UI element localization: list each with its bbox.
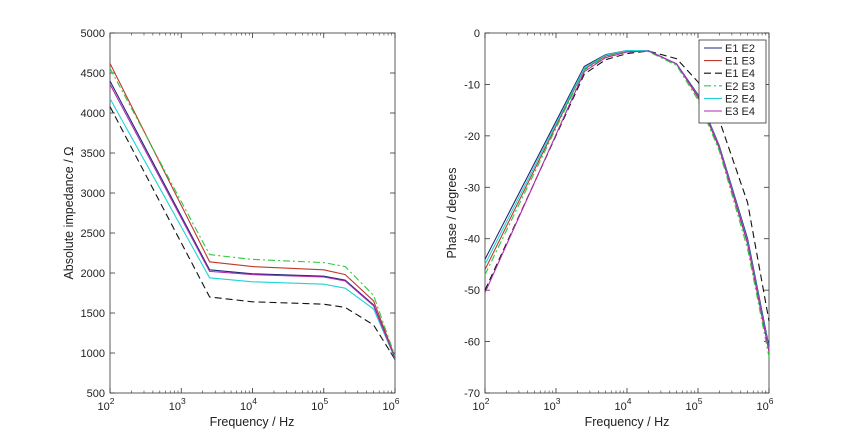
impedance-x-tick-exp: 4 xyxy=(252,396,257,406)
phase-y-tick-label: -50 xyxy=(464,285,480,297)
phase-x-tick-label: 105 xyxy=(686,396,703,413)
impedance-y-tick-label: 4000 xyxy=(81,108,105,120)
impedance-series-e2-e3 xyxy=(109,67,396,357)
impedance-x-tick-exp: 3 xyxy=(181,396,186,406)
impedance-x-tick-base: 10 xyxy=(169,401,181,413)
impedance-x-tick-label: 106 xyxy=(383,396,400,413)
phase-y-tick-label: -20 xyxy=(464,131,480,143)
phase-y-axis-label: Phase / degrees xyxy=(445,167,459,258)
phase-x-tick-label: 103 xyxy=(544,396,561,413)
impedance-series-e1-e3 xyxy=(109,63,396,358)
phase-x-tick-base: 10 xyxy=(686,401,698,413)
phase-x-tick-exp: 5 xyxy=(698,396,703,406)
legend-label: E1 E3 xyxy=(725,56,755,68)
legend-label: E1 E2 xyxy=(725,43,755,55)
phase-x-tick-exp: 6 xyxy=(769,396,774,406)
impedance-x-tick-base: 10 xyxy=(240,401,252,413)
impedance-series xyxy=(109,63,396,360)
impedance-series-e3-e4 xyxy=(109,83,396,359)
impedance-series-e1-e2 xyxy=(109,80,396,359)
impedance-series-e2-e4 xyxy=(109,98,396,359)
impedance-y-tick-label: 2500 xyxy=(81,228,105,240)
phase-y-tick-label: -30 xyxy=(464,182,480,194)
phase-x-tick-label: 106 xyxy=(757,396,774,413)
phase-series-e2-e3 xyxy=(484,50,770,358)
impedance-series-e1-e4 xyxy=(109,106,396,360)
phase-x-tick-label: 102 xyxy=(473,396,490,413)
legend-label: E2 E3 xyxy=(725,81,755,93)
phase-x-tick-exp: 4 xyxy=(627,396,632,406)
impedance-x-axis-label: Frequency / Hz xyxy=(210,415,295,429)
phase-x-tick-base: 10 xyxy=(757,401,769,413)
impedance-y-tick-label: 4500 xyxy=(81,68,105,80)
impedance-y-tick-label: 2000 xyxy=(81,268,105,280)
phase-y-tick-label: -40 xyxy=(464,234,480,246)
phase-x-tick-exp: 2 xyxy=(485,396,490,406)
impedance-x-tick-label: 105 xyxy=(311,396,328,413)
phase-y-tick-label: -10 xyxy=(464,79,480,91)
phase-series-e1-e4 xyxy=(484,50,770,322)
phase-y-tick-label: -70 xyxy=(464,388,480,400)
impedance-y-tick-label: 1000 xyxy=(81,348,105,360)
phase-x-tick-base: 10 xyxy=(615,401,627,413)
legend-box xyxy=(698,39,767,124)
legend-label: E1 E4 xyxy=(725,68,755,80)
phase-x-tick-base: 10 xyxy=(544,401,556,413)
impedance-x-tick-base: 10 xyxy=(311,401,323,413)
impedance-ticks: 102 103 104 105 1065001000150020002500300035… xyxy=(81,28,400,413)
impedance-y-tick-label: 5000 xyxy=(81,28,105,40)
impedance-panel: 102 103 104 105 1065001000150020002500300035… xyxy=(62,28,400,429)
legend-label: E3 E4 xyxy=(725,106,755,118)
impedance-x-tick-exp: 5 xyxy=(324,396,329,406)
impedance-y-axis-label: Absolute impedance / Ω xyxy=(62,146,76,279)
impedance-x-tick-base: 10 xyxy=(383,401,395,413)
legend-label: E2 E4 xyxy=(725,93,755,105)
impedance-x-tick-base: 10 xyxy=(98,401,110,413)
impedance-x-tick-exp: 6 xyxy=(395,396,400,406)
phase-x-axis-label: Frequency / Hz xyxy=(585,415,670,429)
phase-x-tick-exp: 3 xyxy=(556,396,561,406)
impedance-x-tick-exp: 2 xyxy=(110,396,115,406)
impedance-y-tick-label: 3500 xyxy=(81,148,105,160)
impedance-y-tick-label: 500 xyxy=(87,388,105,400)
phase-series-e3-e4 xyxy=(484,50,770,351)
phase-y-tick-label: 0 xyxy=(474,28,480,40)
phase-x-tick-label: 104 xyxy=(615,396,632,413)
impedance-y-tick-label: 3000 xyxy=(81,188,105,200)
phase-series xyxy=(484,49,770,358)
impedance-y-tick-label: 1500 xyxy=(81,308,105,320)
phase-y-tick-label: -60 xyxy=(464,337,480,349)
impedance-x-tick-label: 102 xyxy=(98,396,115,413)
phase-x-tick-base: 10 xyxy=(473,401,485,413)
impedance-x-tick-label: 103 xyxy=(169,396,186,413)
impedance-x-tick-label: 104 xyxy=(240,396,257,413)
